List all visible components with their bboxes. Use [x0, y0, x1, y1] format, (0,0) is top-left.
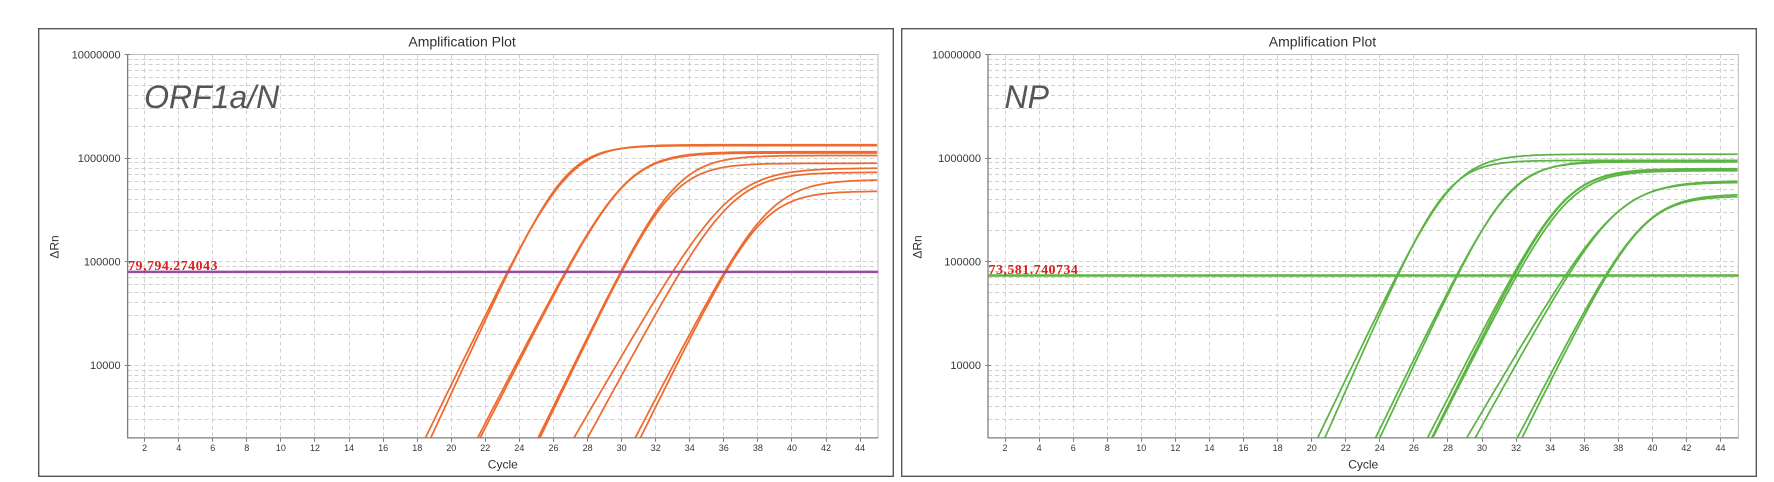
svg-text:10000000: 10000000 — [72, 49, 121, 61]
svg-text:24: 24 — [1375, 443, 1385, 453]
svg-text:34: 34 — [685, 443, 695, 453]
svg-text:26: 26 — [548, 443, 558, 453]
svg-text:ΔRn: ΔRn — [910, 235, 924, 258]
svg-text:8: 8 — [244, 443, 249, 453]
svg-text:38: 38 — [753, 443, 763, 453]
svg-text:40: 40 — [787, 443, 797, 453]
svg-text:73,581.740734: 73,581.740734 — [989, 262, 1079, 277]
svg-text:Cycle: Cycle — [488, 457, 518, 471]
svg-text:12: 12 — [310, 443, 320, 453]
svg-text:18: 18 — [1273, 443, 1283, 453]
svg-text:30: 30 — [617, 443, 627, 453]
svg-text:100000: 100000 — [84, 256, 121, 268]
svg-text:32: 32 — [651, 443, 661, 453]
svg-text:ΔRn: ΔRn — [47, 235, 61, 258]
svg-text:6: 6 — [210, 443, 215, 453]
svg-text:10000000: 10000000 — [932, 49, 981, 61]
svg-text:22: 22 — [480, 443, 490, 453]
svg-text:12: 12 — [1170, 443, 1180, 453]
svg-text:79,794.274043: 79,794.274043 — [128, 259, 218, 274]
svg-text:42: 42 — [821, 443, 831, 453]
svg-text:40: 40 — [1647, 443, 1657, 453]
svg-text:36: 36 — [719, 443, 729, 453]
svg-text:16: 16 — [378, 443, 388, 453]
svg-text:38: 38 — [1613, 443, 1623, 453]
svg-text:6: 6 — [1071, 443, 1076, 453]
svg-text:10: 10 — [276, 443, 286, 453]
svg-text:2: 2 — [142, 443, 147, 453]
svg-text:22: 22 — [1341, 443, 1351, 453]
svg-text:10: 10 — [1136, 443, 1146, 453]
svg-text:Amplification Plot: Amplification Plot — [408, 33, 515, 49]
svg-text:4: 4 — [176, 443, 181, 453]
svg-text:32: 32 — [1511, 443, 1521, 453]
svg-text:44: 44 — [855, 443, 865, 453]
svg-text:20: 20 — [446, 443, 456, 453]
svg-text:20: 20 — [1307, 443, 1317, 453]
svg-text:2: 2 — [1002, 443, 1007, 453]
svg-text:42: 42 — [1681, 443, 1691, 453]
svg-text:30: 30 — [1477, 443, 1487, 453]
svg-text:28: 28 — [583, 443, 593, 453]
svg-text:10000: 10000 — [90, 360, 121, 372]
svg-text:NP: NP — [1005, 79, 1050, 115]
svg-text:100000: 100000 — [944, 256, 981, 268]
svg-text:28: 28 — [1443, 443, 1453, 453]
svg-text:1000000: 1000000 — [938, 153, 981, 165]
svg-text:Amplification Plot: Amplification Plot — [1269, 33, 1376, 49]
svg-text:34: 34 — [1545, 443, 1555, 453]
svg-text:10000: 10000 — [950, 360, 981, 372]
svg-text:16: 16 — [1238, 443, 1248, 453]
svg-text:4: 4 — [1037, 443, 1042, 453]
svg-text:14: 14 — [344, 443, 354, 453]
svg-text:Cycle: Cycle — [1348, 457, 1378, 471]
svg-text:1000000: 1000000 — [78, 153, 121, 165]
svg-text:26: 26 — [1409, 443, 1419, 453]
svg-text:24: 24 — [514, 443, 524, 453]
svg-text:ORF1a/N: ORF1a/N — [144, 79, 280, 115]
svg-text:44: 44 — [1715, 443, 1725, 453]
svg-text:18: 18 — [412, 443, 422, 453]
svg-text:36: 36 — [1579, 443, 1589, 453]
svg-text:14: 14 — [1204, 443, 1214, 453]
svg-text:8: 8 — [1105, 443, 1110, 453]
